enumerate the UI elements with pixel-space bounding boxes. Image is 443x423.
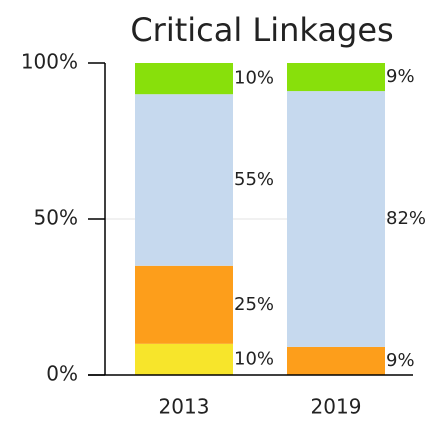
value-label: 9%	[386, 66, 415, 87]
value-label: 25%	[234, 294, 274, 315]
bar-segment	[135, 63, 233, 95]
value-label: 82%	[386, 208, 426, 229]
bar-segment	[287, 346, 385, 375]
y-tick-label: 50%	[34, 206, 78, 230]
x-tick-label: 2019	[311, 395, 362, 419]
y-tick-label: 0%	[46, 362, 78, 386]
value-label: 10%	[234, 348, 274, 369]
bar-segment	[135, 94, 233, 266]
bar-segment	[287, 91, 385, 347]
bar-segment	[135, 265, 233, 344]
y-tick-label: 100%	[21, 50, 78, 74]
bar-segment	[135, 343, 233, 375]
value-label: 10%	[234, 68, 274, 89]
bar-segment	[287, 63, 385, 92]
value-label: 55%	[234, 169, 274, 190]
x-tick-label: 2013	[159, 395, 210, 419]
value-label: 9%	[386, 350, 415, 371]
chart-title: Critical Linkages	[130, 11, 393, 49]
